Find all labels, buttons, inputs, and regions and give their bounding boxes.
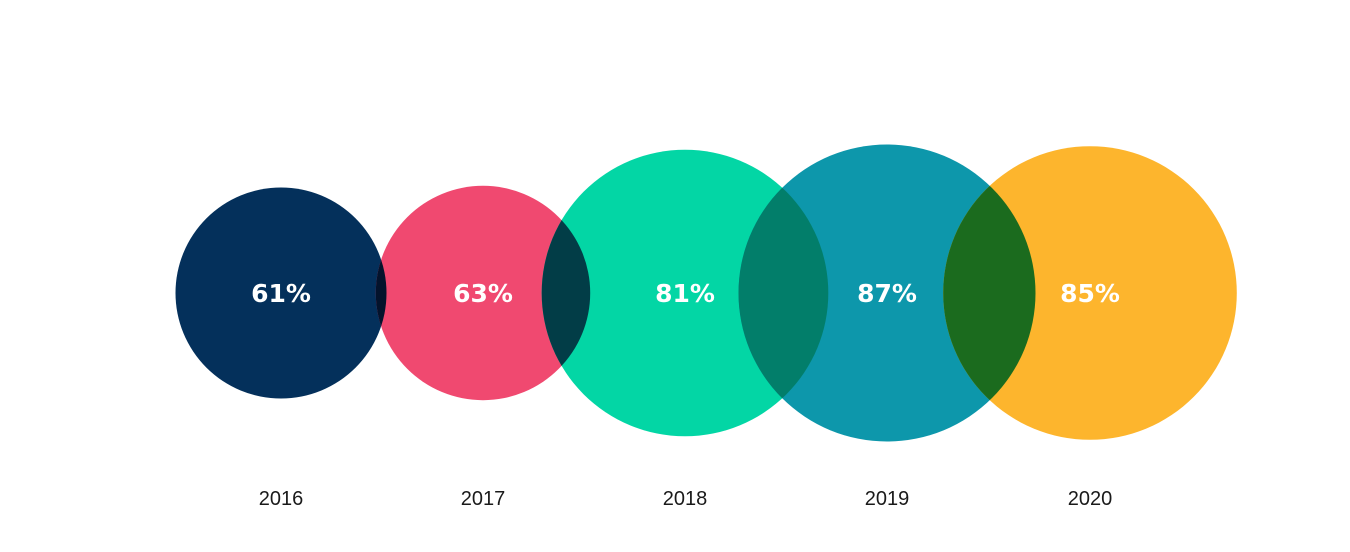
year-label-2020: 2020 xyxy=(1068,488,1113,510)
year-label-2017: 2017 xyxy=(461,488,506,510)
bubble-2016 xyxy=(175,187,387,399)
year-label-2018: 2018 xyxy=(663,488,708,510)
bubble-2017 xyxy=(375,185,591,401)
bubbles-group xyxy=(175,144,1237,442)
bubble-2018 xyxy=(541,149,829,437)
value-label-2019: 87% xyxy=(857,279,917,308)
bubble-2019 xyxy=(738,144,1036,442)
bubble-2020 xyxy=(943,146,1237,440)
year-labels-group: 2016 2017 2018 2019 2020 xyxy=(259,488,1113,510)
year-label-2016: 2016 xyxy=(259,488,304,510)
value-label-2018: 81% xyxy=(655,279,715,308)
value-label-2020: 85% xyxy=(1060,279,1120,308)
value-labels-group: 61% 63% 81% 87% 85% xyxy=(251,279,1120,308)
value-label-2016: 61% xyxy=(251,279,311,308)
year-label-2019: 2019 xyxy=(865,488,910,510)
value-label-2017: 63% xyxy=(453,279,513,308)
